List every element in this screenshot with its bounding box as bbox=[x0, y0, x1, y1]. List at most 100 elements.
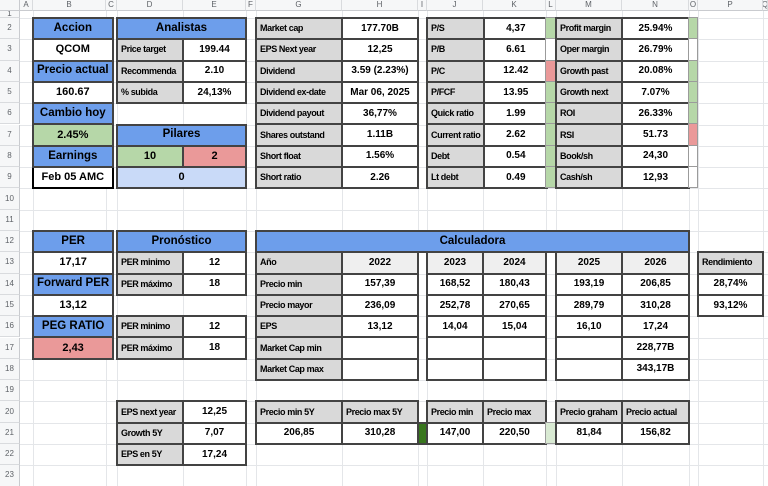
cell-L5[interactable] bbox=[545, 80, 556, 104]
cell-N4[interactable]: 20.08% bbox=[621, 59, 690, 83]
cell-B8[interactable]: Earnings bbox=[32, 144, 114, 169]
cell-E20[interactable]: 12,25 bbox=[182, 400, 247, 424]
column-header-N[interactable]: N bbox=[622, 0, 689, 11]
cell-E8[interactable]: 2 bbox=[182, 144, 247, 169]
cell-O2[interactable] bbox=[688, 16, 698, 40]
column-header-K[interactable]: K bbox=[483, 0, 546, 11]
cell-K17[interactable] bbox=[482, 336, 547, 360]
cell-O7[interactable] bbox=[688, 123, 698, 146]
cell-G12[interactable]: Calculadora bbox=[255, 229, 690, 254]
cell-G17[interactable]: Market Cap min bbox=[255, 336, 343, 360]
cell-N2[interactable]: 25.94% bbox=[621, 16, 690, 41]
row-header-6[interactable]: 6 bbox=[0, 103, 20, 125]
cell-D13[interactable]: PER minimo bbox=[116, 251, 184, 275]
cell-D14[interactable]: PER máximo bbox=[116, 272, 184, 296]
cell-E21[interactable]: 7,07 bbox=[182, 421, 247, 445]
cell-K2[interactable]: 4,37 bbox=[483, 16, 549, 41]
cell-H15[interactable]: 236,09 bbox=[341, 293, 419, 318]
cell-J2[interactable]: P/S bbox=[425, 16, 486, 41]
column-header-O[interactable]: O bbox=[689, 0, 698, 11]
cell-H14[interactable]: 157,39 bbox=[341, 272, 419, 296]
cell-J8[interactable]: Debt bbox=[425, 144, 486, 169]
column-header-L[interactable]: L bbox=[546, 0, 556, 11]
column-header-D[interactable]: D bbox=[117, 0, 183, 11]
cell-P14[interactable]: 28,74% bbox=[697, 272, 764, 296]
cell-E22[interactable]: 17,24 bbox=[182, 442, 247, 467]
cell-K5[interactable]: 13.95 bbox=[483, 80, 549, 105]
cell-O5[interactable] bbox=[688, 80, 698, 104]
row-header-15[interactable]: 15 bbox=[0, 294, 20, 317]
row-header-9[interactable]: 9 bbox=[0, 167, 20, 189]
cell-J18[interactable] bbox=[426, 357, 484, 382]
column-header-G[interactable]: G bbox=[256, 0, 342, 11]
cell-I21[interactable] bbox=[417, 421, 428, 445]
cell-J4[interactable]: P/C bbox=[425, 59, 486, 83]
cell-G20[interactable]: Precio min 5Y bbox=[255, 400, 343, 424]
cell-K20[interactable]: Precio max bbox=[482, 400, 547, 424]
cell-K16[interactable]: 15,04 bbox=[482, 315, 547, 339]
row-header-16[interactable]: 16 bbox=[0, 316, 20, 338]
cell-G2[interactable]: Market cap bbox=[255, 16, 343, 41]
cell-D8[interactable]: 10 bbox=[116, 144, 184, 169]
cell-E5[interactable]: 24,13% bbox=[182, 80, 247, 105]
cell-M13[interactable]: 2025 bbox=[555, 251, 623, 275]
row-header-17[interactable]: 17 bbox=[0, 337, 20, 359]
cell-H4[interactable]: 3.59 (2.23%) bbox=[341, 59, 419, 83]
cell-N9[interactable]: 12,93 bbox=[621, 166, 690, 190]
cell-D17[interactable]: PER máximo bbox=[116, 336, 184, 360]
cell-O4[interactable] bbox=[688, 59, 698, 82]
cell-P15[interactable]: 93,12% bbox=[697, 293, 764, 318]
row-header-3[interactable]: 3 bbox=[0, 39, 20, 61]
row-header-1[interactable]: 1 bbox=[0, 11, 20, 18]
row-header-21[interactable]: 21 bbox=[0, 422, 20, 444]
cell-O3[interactable] bbox=[688, 38, 698, 61]
cell-K14[interactable]: 180,43 bbox=[482, 272, 547, 296]
cell-K3[interactable]: 6.61 bbox=[483, 38, 549, 62]
cell-H16[interactable]: 13,12 bbox=[341, 315, 419, 339]
cell-J14[interactable]: 168,52 bbox=[426, 272, 484, 296]
cell-J21[interactable]: 147,00 bbox=[426, 421, 484, 445]
cell-B3[interactable]: QCOM bbox=[32, 38, 114, 62]
cell-B14[interactable]: Forward PER bbox=[31, 272, 115, 296]
cell-B6[interactable]: Cambio hoy bbox=[32, 102, 114, 126]
cell-E13[interactable]: 12 bbox=[182, 251, 247, 275]
cell-N6[interactable]: 26.33% bbox=[621, 102, 690, 126]
cell-B13[interactable]: 17,17 bbox=[31, 251, 115, 275]
cell-N3[interactable]: 26.79% bbox=[621, 38, 690, 62]
cell-K21[interactable]: 220,50 bbox=[482, 421, 547, 445]
cell-O6[interactable] bbox=[688, 102, 698, 125]
cell-D3[interactable]: Price target bbox=[116, 38, 184, 62]
cell-H17[interactable] bbox=[341, 336, 419, 360]
cell-E17[interactable]: 18 bbox=[182, 336, 247, 360]
cell-B9[interactable]: Feb 05 AMC bbox=[32, 166, 114, 190]
cell-M16[interactable]: 16,10 bbox=[555, 315, 623, 339]
cell-M20[interactable]: Precio graham bbox=[555, 400, 623, 424]
cell-L21[interactable] bbox=[545, 421, 556, 444]
cell-P13[interactable]: Rendimiento bbox=[697, 251, 764, 275]
cell-L6[interactable] bbox=[545, 102, 556, 125]
cell-M21[interactable]: 81,84 bbox=[555, 421, 623, 445]
cell-N15[interactable]: 310,28 bbox=[621, 293, 690, 318]
cell-D20[interactable]: EPS next year bbox=[116, 400, 184, 424]
cell-H8[interactable]: 1.56% bbox=[341, 144, 419, 169]
cell-E16[interactable]: 12 bbox=[182, 315, 247, 339]
cell-K8[interactable]: 0.54 bbox=[483, 144, 549, 169]
cell-N16[interactable]: 17,24 bbox=[621, 315, 690, 339]
column-header-M[interactable]: M bbox=[556, 0, 622, 11]
cell-G5[interactable]: Dividend ex-date bbox=[255, 80, 343, 105]
cell-D7[interactable]: Pilares bbox=[116, 123, 247, 147]
cell-N5[interactable]: 7.07% bbox=[621, 80, 690, 105]
cell-J9[interactable]: Lt debt bbox=[425, 166, 486, 190]
cell-L2[interactable] bbox=[545, 16, 556, 40]
cell-B7[interactable]: 2.45% bbox=[32, 123, 114, 147]
cell-B17[interactable]: 2,43 bbox=[31, 336, 115, 360]
cell-G9[interactable]: Short ratio bbox=[255, 166, 343, 190]
row-header-18[interactable]: 18 bbox=[0, 358, 20, 381]
cell-N21[interactable]: 156,82 bbox=[621, 421, 690, 445]
cell-B15[interactable]: 13,12 bbox=[31, 293, 115, 318]
cell-G3[interactable]: EPS Next year bbox=[255, 38, 343, 62]
cell-M4[interactable]: Growth past bbox=[555, 59, 623, 83]
row-header-19[interactable]: 19 bbox=[0, 380, 20, 402]
cell-G18[interactable]: Market Cap max bbox=[255, 357, 343, 382]
cell-L7[interactable] bbox=[545, 123, 556, 146]
